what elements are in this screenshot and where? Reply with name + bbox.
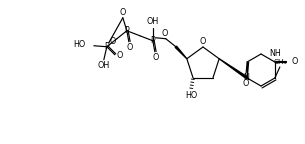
Text: O: O bbox=[162, 29, 168, 38]
Text: O: O bbox=[291, 57, 298, 67]
Text: O: O bbox=[120, 8, 126, 17]
Text: P: P bbox=[104, 42, 109, 51]
Text: O: O bbox=[152, 53, 159, 62]
Text: HO: HO bbox=[74, 40, 86, 49]
Text: HO: HO bbox=[185, 91, 197, 100]
Text: O: O bbox=[200, 37, 206, 47]
Text: NH: NH bbox=[269, 50, 281, 58]
Text: O: O bbox=[109, 37, 116, 46]
Text: P: P bbox=[150, 36, 155, 45]
Text: O: O bbox=[117, 51, 123, 60]
Text: O: O bbox=[243, 78, 249, 88]
Text: CH₃: CH₃ bbox=[274, 58, 288, 65]
Text: OH: OH bbox=[147, 17, 159, 26]
Text: O: O bbox=[127, 43, 133, 52]
Polygon shape bbox=[219, 59, 248, 79]
Polygon shape bbox=[175, 46, 187, 59]
Text: N: N bbox=[243, 72, 249, 82]
Text: P: P bbox=[124, 26, 129, 35]
Text: OH: OH bbox=[98, 61, 110, 70]
